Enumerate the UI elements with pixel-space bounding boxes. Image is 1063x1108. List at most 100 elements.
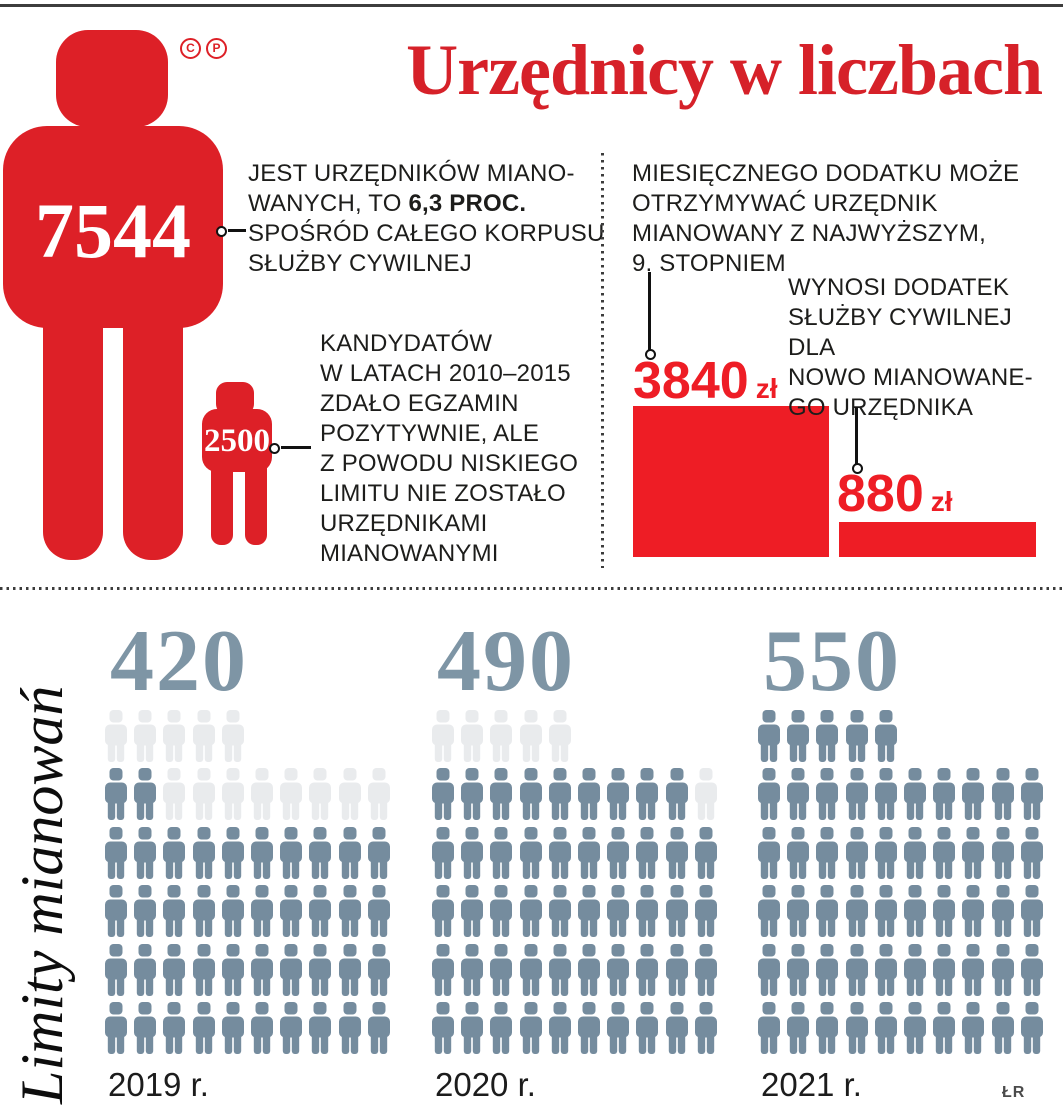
- limit-group-2021: 550 2021 r.: [758, 618, 1063, 1108]
- allowance-max-amount: 3840 zł: [633, 355, 777, 407]
- person-icon: [845, 826, 868, 879]
- limit-number: 490: [437, 613, 575, 710]
- person-icon: [548, 885, 571, 938]
- person-icon: [787, 826, 810, 879]
- person-icon: [280, 943, 303, 996]
- amount-unit: zł: [755, 373, 778, 404]
- person-icon: [548, 710, 571, 762]
- person-icon: [548, 1001, 571, 1054]
- pictogram-row: [105, 943, 390, 996]
- person-icon: [367, 768, 390, 821]
- person-icon: [250, 943, 273, 996]
- person-icon: [903, 943, 926, 996]
- small-figure-value: 2500: [204, 423, 270, 459]
- person-icon: [461, 885, 484, 938]
- fact-line: SŁUŻBY CYWILNEJ: [248, 250, 472, 277]
- person-icon: [991, 826, 1014, 879]
- person-icon: [221, 943, 244, 996]
- person-icon: [991, 768, 1014, 821]
- person-icon: [221, 826, 244, 879]
- person-icon: [577, 826, 600, 879]
- person-icon: [134, 710, 157, 762]
- pictogram-row: [758, 826, 1043, 879]
- person-icon: [432, 768, 454, 821]
- fact-line: Z POWODU NISKIEGO: [320, 450, 579, 477]
- person-icon: [665, 943, 688, 996]
- person-icon: [221, 710, 244, 762]
- small-figure-body: [202, 409, 272, 472]
- person-icon: [192, 885, 215, 938]
- person-icon: [903, 768, 926, 821]
- connector-line: [648, 272, 651, 350]
- person-icon: [787, 1001, 810, 1054]
- pictogram-row: [758, 885, 1043, 938]
- person-icon: [280, 1001, 303, 1054]
- person-icon: [309, 943, 332, 996]
- person-icon: [665, 1001, 688, 1054]
- person-icon: [903, 885, 926, 938]
- pictogram-grid: [432, 710, 717, 1060]
- fact-line: SŁUŻBY CYWILNEJ DLA: [788, 304, 1012, 361]
- person-icon: [787, 885, 810, 938]
- person-icon: [962, 768, 985, 821]
- person-icon: [933, 768, 956, 821]
- pictogram-row: [758, 768, 1043, 821]
- person-icon: [933, 885, 956, 938]
- person-icon: [221, 1001, 244, 1054]
- person-icon: [490, 1001, 513, 1054]
- person-icon: [962, 826, 985, 879]
- connector-line: [855, 407, 858, 464]
- person-icon: [221, 885, 244, 938]
- person-icon: [874, 885, 897, 938]
- person-icon: [192, 1001, 215, 1054]
- person-icon: [694, 1001, 717, 1054]
- person-icon: [816, 943, 839, 996]
- person-icon: [636, 943, 659, 996]
- person-icon: [991, 885, 1014, 938]
- fact-line: WANYCH, TO 6,3 PROC.: [248, 190, 527, 217]
- fact-line: MIESIĘCZNEGO DODATKU MOŻE: [632, 160, 1020, 187]
- connector-dot: [852, 463, 863, 474]
- year-label: 2021 r.: [761, 1066, 862, 1103]
- person-icon: [816, 1001, 839, 1054]
- person-icon: [250, 885, 273, 938]
- person-icon: [461, 710, 484, 762]
- pictogram-row: [105, 710, 390, 762]
- year-label: 2019 r.: [108, 1066, 209, 1103]
- pictogram-grid: [105, 710, 390, 1060]
- person-icon: [163, 768, 186, 821]
- person-icon: [577, 768, 600, 821]
- person-icon: [694, 826, 717, 879]
- fact-line: URZĘDNIKAMI: [320, 510, 488, 537]
- person-icon: [519, 943, 542, 996]
- person-icon: [1020, 826, 1043, 879]
- person-icon: [490, 943, 513, 996]
- person-icon: [845, 1001, 868, 1054]
- person-icon: [309, 768, 332, 821]
- fact-line: MIANOWANYMI: [320, 540, 499, 567]
- person-icon: [221, 768, 244, 821]
- person-icon: [309, 885, 332, 938]
- pictogram-row: [432, 826, 717, 879]
- person-icon: [548, 826, 571, 879]
- top-rule: [0, 4, 1063, 7]
- pictogram-row: [432, 1001, 717, 1054]
- limit-group-2020: 490 2020 r.: [432, 618, 737, 1108]
- person-icon: [577, 1001, 600, 1054]
- person-icon: [991, 943, 1014, 996]
- person-icon: [577, 943, 600, 996]
- person-icon: [519, 1001, 542, 1054]
- limit-number: 420: [110, 613, 248, 710]
- limit-number: 550: [763, 613, 901, 710]
- person-icon: [432, 943, 454, 996]
- person-icon: [163, 826, 186, 879]
- page-title: Urzędnicy w liczbach: [406, 30, 1043, 110]
- person-icon: [338, 943, 361, 996]
- person-icon: [367, 1001, 390, 1054]
- person-icon: [105, 826, 127, 879]
- fact-line: JEST URZĘDNIKÓW MIANO-: [248, 160, 575, 187]
- person-icon: [1020, 768, 1043, 821]
- person-icon: [758, 943, 780, 996]
- person-icon: [845, 710, 868, 762]
